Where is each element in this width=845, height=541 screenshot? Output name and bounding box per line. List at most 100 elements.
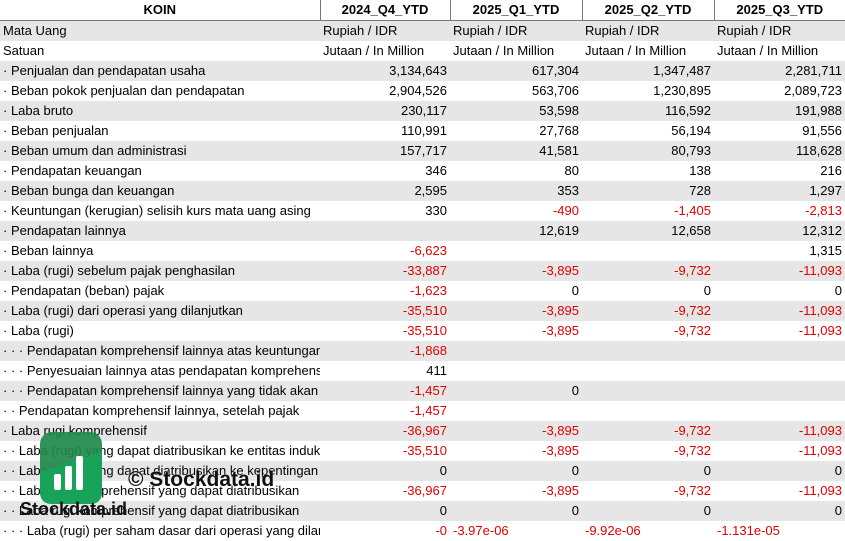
row-label: · Penjualan dan pendapatan usaha [0, 61, 320, 81]
table-row: · Laba (rugi) -35,510 -3,895 -9,732 -11,093 [0, 321, 845, 341]
column-header: 2025_Q1_YTD [449, 0, 582, 21]
cell-value: 118,628 [714, 141, 845, 161]
cell-value: -3,895 [450, 261, 582, 281]
cell-value: Rupiah / IDR [450, 20, 582, 41]
row-label: · · · Penyesuaian lainnya atas pendapata… [3, 363, 320, 378]
table-row: · · · Pendapatan komprehensif lainnya ya… [0, 381, 845, 401]
cell-value: 3,134,643 [320, 61, 450, 81]
cell-value: 80 [564, 163, 579, 178]
cell-value: 0 [450, 461, 582, 481]
cell-value: -35,510 [402, 323, 447, 338]
cell-value [714, 381, 845, 401]
cell-value [714, 361, 845, 381]
cell-value: 41,581 [450, 141, 582, 161]
cell-value [582, 241, 714, 261]
cell-value: 353 [450, 181, 582, 201]
row-label: · Beban penjualan [3, 123, 109, 138]
cell-value: -9,732 [582, 261, 714, 281]
cell-value: 12,312 [714, 221, 845, 241]
cell-value: 12,658 [582, 221, 714, 241]
table-row: · Laba rugi komprehensif -36,967 -3,895 -9,… [0, 421, 845, 441]
cell-value: -6,623 [410, 243, 447, 258]
cell-value: Rupiah / IDR [320, 20, 450, 41]
row-label: · · Laba (rugi) yang dapat diatribusikan… [3, 443, 320, 458]
cell-value: -1.131e-05 [717, 523, 780, 538]
row-label: Satuan [3, 43, 45, 58]
cell-value: -1,405 [674, 203, 711, 218]
cell-value: 216 [820, 163, 842, 178]
cell-value [450, 341, 582, 361]
cell-value: 563,706 [532, 83, 579, 98]
table-row: · · Laba rugi komprehensif yang dapat di… [0, 501, 845, 521]
table-row: · Laba (rugi) dari operasi yang dilanjut… [0, 301, 845, 321]
row-label: · Laba (rugi) [3, 323, 74, 338]
cell-value: -9,732 [674, 483, 711, 498]
row-label: · Laba bruto [0, 101, 320, 121]
cell-value: -1,457 [410, 403, 447, 418]
cell-value: 2,904,526 [389, 83, 447, 98]
cell-value [582, 361, 714, 381]
table-row: · Beban lainnya -6,623 1,315 [0, 241, 845, 261]
cell-value: -35,510 [402, 443, 447, 458]
cell-value: 157,717 [320, 141, 450, 161]
row-label: · Beban pokok penjualan dan pendapatan [3, 83, 245, 98]
cell-value [320, 221, 450, 241]
cell-value: -35,510 [320, 301, 450, 321]
cell-value: 0 [450, 381, 582, 401]
cell-value: 27,768 [539, 123, 579, 138]
row-label: · Beban umum dan administrasi [0, 141, 320, 161]
table-row: · Beban bunga dan keuangan 2,595 353 728 1,2… [0, 181, 845, 201]
cell-value: 53,598 [450, 101, 582, 121]
header-row: KOIN 2024_Q4_YTD 2025_Q1_YTD 2025_Q2_YTD 202… [0, 0, 845, 21]
cell-value: 116,592 [582, 101, 714, 121]
table-row: Satuan Jutaan / In Million Jutaan / In Mil… [0, 41, 845, 61]
cell-value: -11,093 [714, 421, 845, 441]
cell-value: 1,297 [714, 181, 845, 201]
cell-value: -3,895 [542, 323, 579, 338]
row-label: · Pendapatan lainnya [0, 221, 320, 241]
cell-value [450, 361, 582, 381]
cell-value: Jutaan / In Million [585, 43, 687, 58]
cell-value: 56,194 [671, 123, 711, 138]
table-row: · Pendapatan lainnya 12,619 12,658 12,312 [0, 221, 845, 241]
row-label: · Pendapatan keuangan [3, 163, 142, 178]
row-label: · Laba rugi komprehensif [0, 421, 320, 441]
column-header: 2025_Q3_YTD [713, 0, 845, 21]
cell-value: 0 [582, 501, 714, 521]
cell-value [450, 241, 582, 261]
row-label: · Beban bunga dan keuangan [0, 181, 320, 201]
cell-value [450, 401, 582, 421]
row-label: · Keuntungan (kerugian) selisih kurs mat… [3, 203, 311, 218]
table-row: · · Pendapatan komprehensif lainnya, set… [0, 401, 845, 421]
cell-value: -3.97e-06 [453, 523, 509, 538]
cell-value: Jutaan / In Million [717, 43, 819, 58]
cell-value: 80,793 [582, 141, 714, 161]
row-label: · Laba (rugi) dari operasi yang dilanjut… [0, 301, 320, 321]
column-header: KOIN [0, 0, 320, 21]
cell-value: 2,089,723 [784, 83, 842, 98]
row-label: · · Pendapatan komprehensif lainnya, set… [3, 403, 300, 418]
cell-value: -9.92e-06 [585, 523, 641, 538]
cell-value: 0 [450, 501, 582, 521]
cell-value: -9,732 [674, 323, 711, 338]
cell-value: -490 [552, 203, 579, 218]
table-row: · Laba bruto 230,117 53,598 116,592 191,988 [0, 101, 845, 121]
cell-value: 0 [834, 283, 842, 298]
cell-value: 0 [571, 283, 579, 298]
cell-value: 1,347,487 [582, 61, 714, 81]
table-row: · · · Laba (rugi) per saham dasar dari o… [0, 521, 845, 541]
cell-value: -36,967 [402, 483, 447, 498]
table-row: · · Laba rugi komprehensif yang dapat di… [0, 481, 845, 501]
cell-value: 110,991 [400, 123, 447, 138]
table-row: · · Laba (rugi) yang dapat diatribusikan… [0, 461, 845, 481]
row-label: · · · Laba (rugi) per saham dasar dari o… [3, 523, 320, 538]
row-label: · Beban lainnya [3, 243, 94, 258]
cell-value [582, 381, 714, 401]
table-row: · Laba (rugi) sebelum pajak penghasilan -… [0, 261, 845, 281]
cell-value: -1,457 [320, 381, 450, 401]
cell-value: Rupiah / IDR [714, 20, 845, 41]
cell-value: -3,895 [542, 483, 579, 498]
cell-value: 1,230,895 [653, 83, 711, 98]
cell-value: 2,595 [320, 181, 450, 201]
